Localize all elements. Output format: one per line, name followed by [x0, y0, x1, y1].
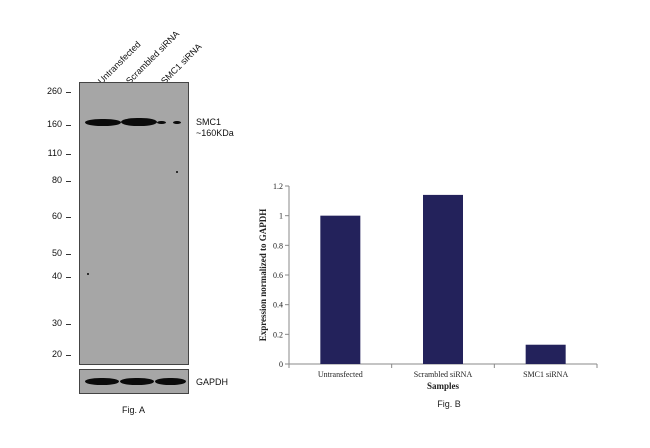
mw-marker: 30 [51, 318, 62, 328]
smc1-band-smc1-sirna [173, 121, 181, 124]
mw-marker: 20 [51, 349, 62, 359]
figure-b-caption: Fig. B [437, 399, 461, 409]
y-tick-label: 1 [279, 212, 283, 221]
x-axis-title: Samples [427, 381, 460, 391]
bar-smc1-sirna [525, 344, 566, 364]
smc1-blot-image [79, 82, 189, 365]
mw-marker: 50 [51, 248, 62, 258]
y-tick-label: 0.4 [273, 301, 283, 310]
y-tick-label: 0.6 [273, 271, 283, 280]
bar-untransfected [320, 215, 361, 364]
x-tick-label: Untransfected [318, 370, 363, 379]
target-label: SMC1 [196, 117, 222, 127]
target-size-label: ~160KDa [196, 128, 234, 138]
x-tick-label: SMC1 siRNA [523, 370, 568, 379]
mw-marker: 110 [47, 148, 62, 158]
bars [320, 194, 566, 364]
y-tick-label: 1.2 [273, 182, 283, 191]
blot-speck [87, 273, 89, 275]
y-tick-label: 0.2 [273, 330, 283, 339]
bar-scrambled-sirna [423, 194, 463, 364]
gapdh-blot-image [79, 369, 189, 394]
mw-marker: 260 [46, 86, 62, 96]
figure-a-caption: Fig. A [122, 405, 146, 415]
gapdh-band-scrambled [120, 378, 154, 385]
y-axis-title: Expression normalized to GAPDH [258, 209, 268, 342]
x-axis: Untransfected Scrambled siRNA SMC1 siRNA [288, 363, 598, 379]
y-tick-label: 0 [279, 360, 283, 369]
y-axis: 0 0.2 0.4 0.6 0.8 1 1.2 [273, 182, 290, 369]
mw-marker: 160 [46, 119, 62, 129]
gapdh-band-untransfected [85, 378, 119, 385]
smc1-band-smc1-sirna [157, 121, 166, 124]
y-tick-label: 0.8 [273, 241, 283, 250]
loading-control-label: GAPDH [196, 377, 229, 387]
mw-marker: 60 [51, 211, 62, 221]
x-tick-label: Scrambled siRNA [414, 370, 473, 379]
mw-marker: 80 [51, 175, 62, 185]
smc1-band-untransfected [85, 119, 121, 126]
smc1-band-scrambled [121, 118, 157, 126]
blot-speck [176, 171, 178, 173]
gapdh-band-smc1-sirna [155, 378, 186, 385]
mw-marker: 40 [51, 271, 62, 281]
